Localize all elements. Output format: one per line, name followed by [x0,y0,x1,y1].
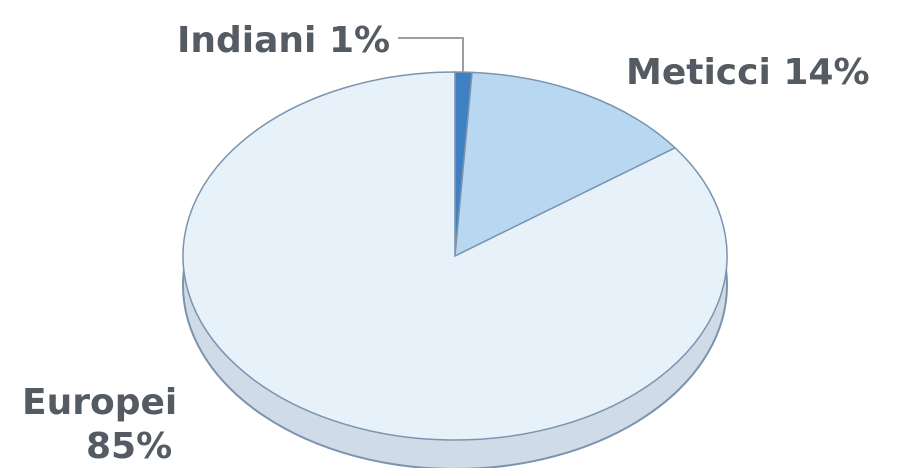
meticci-label: Meticci 14% [626,52,870,93]
europei-value: 85% [86,426,172,467]
indiani-label: Indiani 1% [177,20,390,61]
indiani-leader-line [398,37,464,72]
pie-slice-meticci [454,71,677,258]
europei-label: Europei [22,382,177,423]
pie-slices [182,71,728,441]
pie-slice-europei [182,71,728,441]
